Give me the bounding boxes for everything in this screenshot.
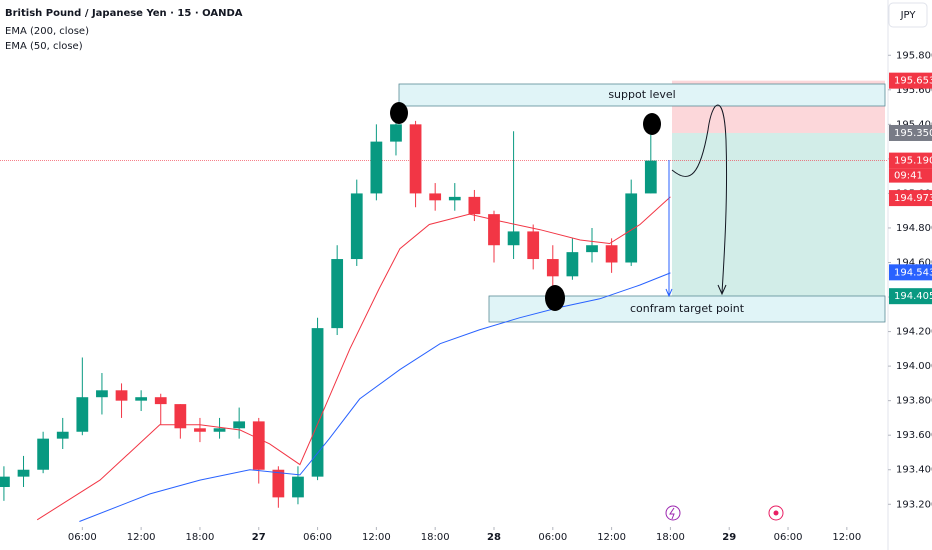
candle-body bbox=[115, 390, 128, 401]
x-tick-label: 06:00 bbox=[303, 532, 332, 543]
event-icon-glyph bbox=[669, 507, 675, 520]
candle-body bbox=[546, 259, 559, 277]
candle-body bbox=[37, 438, 50, 470]
y-tick-label: 195.400 bbox=[896, 119, 932, 130]
candle-body bbox=[390, 124, 402, 142]
price-badge bbox=[889, 72, 932, 89]
candle-body bbox=[0, 476, 10, 488]
countdown-badge bbox=[889, 168, 932, 183]
candle-body bbox=[586, 245, 598, 253]
candle-body bbox=[488, 214, 500, 246]
candle-body bbox=[507, 231, 520, 246]
y-tick-label: 193.800 bbox=[896, 396, 932, 407]
indicator-label: EMA (50, close) bbox=[5, 41, 83, 52]
symbol-title: British Pound / Japanese Yen · 15 · OAND… bbox=[5, 8, 243, 19]
candle-body bbox=[233, 421, 246, 429]
candle-body bbox=[272, 469, 285, 498]
candle-body bbox=[605, 245, 618, 263]
y-tick-label: 194.000 bbox=[896, 361, 932, 372]
y-tick-label: 194.600 bbox=[896, 258, 932, 269]
candle-body bbox=[331, 259, 344, 329]
y-tick-label: 193.600 bbox=[896, 430, 932, 441]
y-tick-label: 194.800 bbox=[896, 223, 932, 234]
x-tick-label: 18:00 bbox=[421, 532, 450, 543]
event-icon[interactable] bbox=[665, 505, 681, 521]
candle-body bbox=[292, 476, 304, 498]
candle-body bbox=[527, 231, 540, 260]
y-tick-label: 193.400 bbox=[896, 465, 932, 476]
annotation: confram target point bbox=[630, 302, 745, 315]
candle-body bbox=[429, 193, 442, 201]
y-tick-label: 193.200 bbox=[896, 499, 932, 510]
price-badge bbox=[889, 264, 932, 281]
y-tick-label: 195.800 bbox=[896, 50, 932, 61]
y-tick-label: 195.600 bbox=[896, 85, 932, 96]
candle-body bbox=[135, 397, 148, 401]
annotation: suppot level bbox=[608, 88, 675, 101]
x-tick-label: 27 bbox=[252, 532, 266, 543]
candle-body bbox=[625, 193, 638, 263]
candle-body bbox=[311, 328, 324, 477]
x-tick-label: 12:00 bbox=[832, 532, 861, 543]
marker bbox=[390, 102, 408, 124]
arrow-head bbox=[717, 284, 727, 296]
marker bbox=[545, 285, 565, 311]
candle-body bbox=[17, 469, 30, 477]
candle-body bbox=[252, 421, 265, 470]
candle-body bbox=[194, 428, 206, 432]
candle-body bbox=[409, 124, 422, 194]
price-badge bbox=[889, 288, 932, 305]
indicator-label: EMA (200, close) bbox=[5, 26, 89, 37]
x-tick-label: 12:00 bbox=[127, 532, 156, 543]
x-tick-label: 12:00 bbox=[362, 532, 391, 543]
candle-body bbox=[644, 160, 657, 194]
currency-button[interactable] bbox=[888, 2, 928, 28]
candle-body bbox=[213, 428, 226, 432]
candle-body bbox=[350, 193, 363, 260]
x-tick-label: 28 bbox=[487, 532, 501, 543]
price-badge-label: 195.350 bbox=[894, 128, 932, 139]
candle-body bbox=[76, 397, 89, 432]
price-badge-label: 195.190 bbox=[894, 156, 932, 167]
x-tick-label: 18:00 bbox=[186, 532, 215, 543]
currency-label[interactable]: JPY bbox=[900, 10, 917, 21]
arrow-head bbox=[665, 288, 673, 298]
x-tick-label: 18:00 bbox=[656, 532, 685, 543]
candle-body bbox=[370, 141, 383, 194]
ema-line bbox=[79, 272, 671, 522]
candle-body bbox=[154, 397, 167, 405]
candle-body bbox=[96, 390, 108, 398]
price-badge-label: 194.405 bbox=[894, 291, 932, 302]
x-tick-label: 06:00 bbox=[538, 532, 567, 543]
price-badge-label: 195.653 bbox=[894, 76, 932, 87]
x-tick-label: 29 bbox=[722, 532, 736, 543]
price-badge bbox=[889, 152, 932, 169]
candle-body bbox=[566, 252, 579, 277]
candle-body bbox=[448, 196, 461, 201]
price-badge bbox=[889, 190, 932, 207]
event-icon-glyph bbox=[773, 510, 779, 516]
target-zone-fill bbox=[672, 132, 885, 297]
x-tick-label: 06:00 bbox=[774, 532, 803, 543]
projection-curve bbox=[671, 104, 728, 294]
x-tick-label: 06:00 bbox=[68, 532, 97, 543]
y-tick-label: 194.200 bbox=[896, 327, 932, 338]
support-zone bbox=[398, 83, 886, 107]
countdown-label: 09:41 bbox=[894, 171, 923, 182]
candle-body bbox=[174, 404, 187, 429]
candle-body bbox=[468, 196, 481, 215]
event-icon[interactable] bbox=[768, 505, 784, 521]
price-badge bbox=[889, 124, 932, 141]
marker bbox=[643, 113, 661, 135]
price-badge-label: 194.543 bbox=[894, 267, 932, 278]
ema-line bbox=[36, 196, 671, 521]
price-badge-label: 194.973 bbox=[894, 193, 932, 204]
candle-body bbox=[56, 431, 69, 439]
x-tick-label: 12:00 bbox=[597, 532, 626, 543]
